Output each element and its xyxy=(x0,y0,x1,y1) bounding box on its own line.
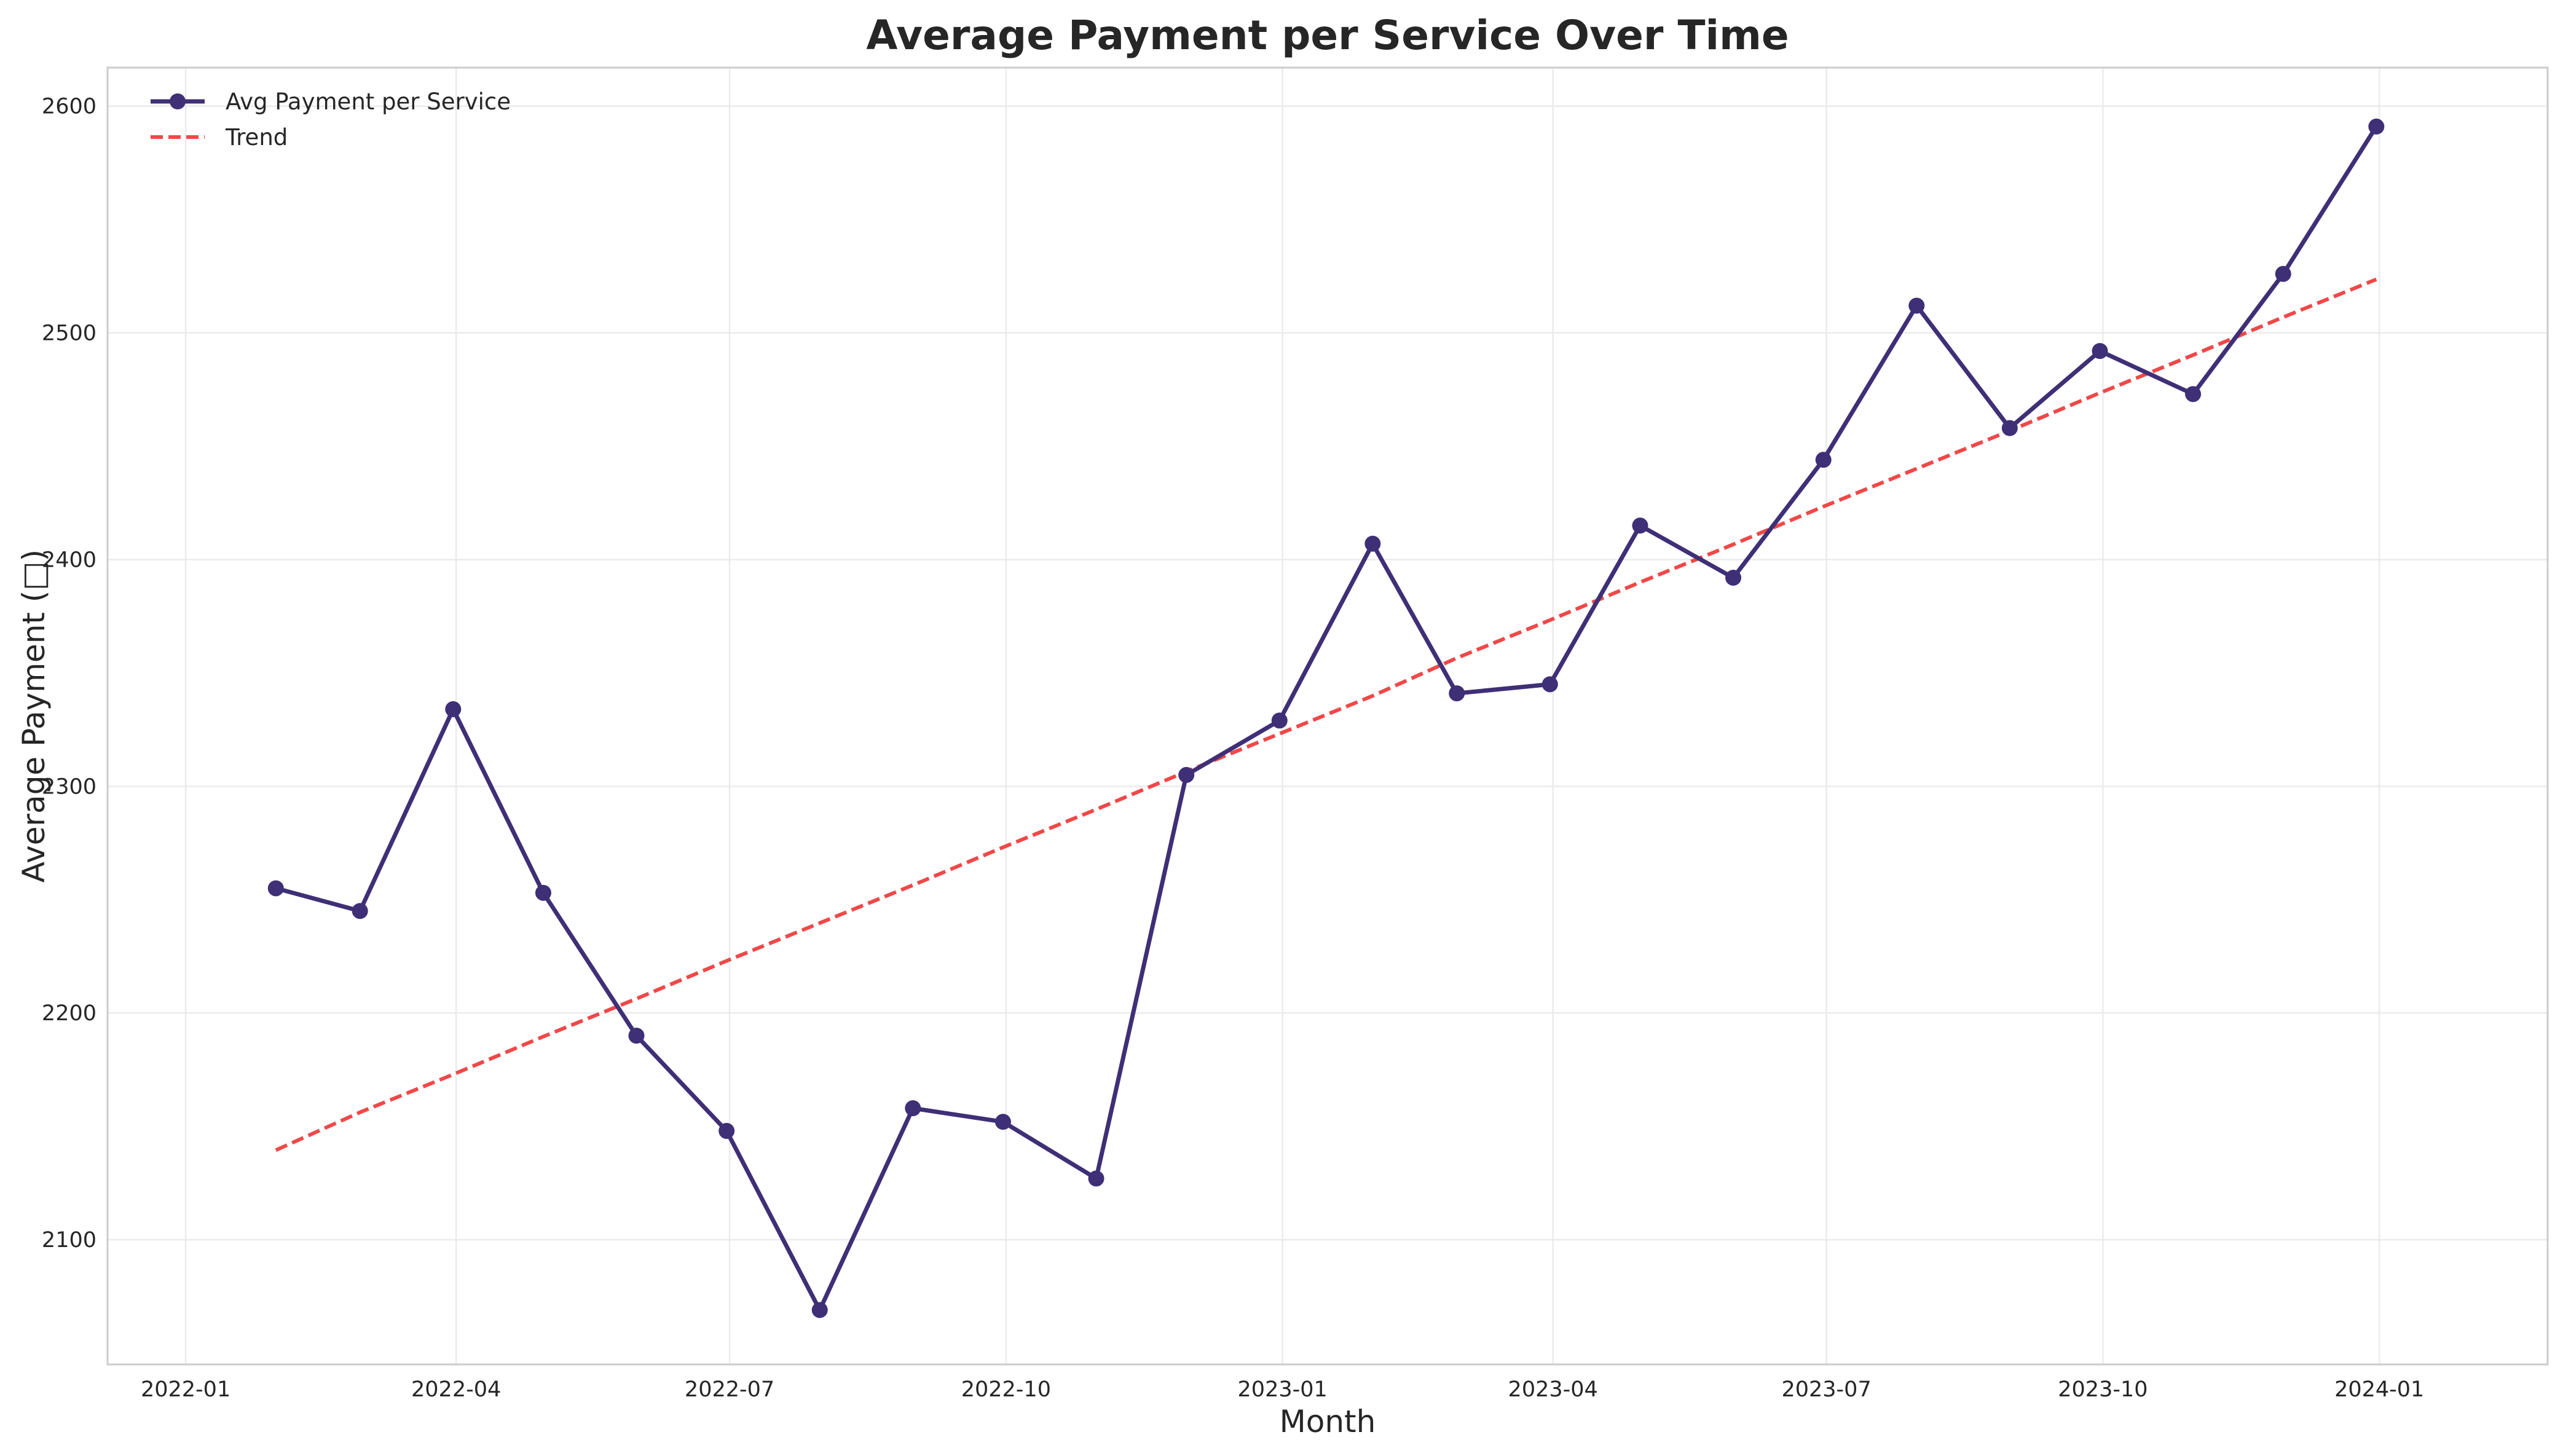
grid xyxy=(108,68,2548,1364)
data-point xyxy=(994,1114,1011,1130)
series xyxy=(267,118,2385,1318)
y-tick-label: 2300 xyxy=(42,774,96,799)
y-tick-label: 2100 xyxy=(42,1228,96,1253)
data-point xyxy=(1725,569,1742,586)
y-tick-label: 2500 xyxy=(42,321,96,346)
x-tick-label: 2022-07 xyxy=(685,1377,774,1402)
x-tick-labels: 2022-01 2022-04 2022-07 2022-10 2023-01 2023-… xyxy=(141,1377,2424,1402)
data-point xyxy=(2092,343,2108,360)
x-tick-label: 2022-04 xyxy=(411,1377,501,1402)
legend-marker-avg-payment xyxy=(170,93,186,109)
data-point xyxy=(1632,517,1648,534)
data-point xyxy=(1449,685,1465,702)
series-line-avg-payment-per-service xyxy=(275,125,2379,1312)
legend: Avg Payment per Service Trend xyxy=(151,89,511,151)
data-point xyxy=(1541,676,1558,693)
data-point xyxy=(445,701,462,717)
data-point xyxy=(1178,766,1195,783)
x-tick-label: 2024-01 xyxy=(2334,1377,2424,1402)
y-axis-label: Average Payment (□) xyxy=(16,549,52,883)
y-tick-labels: 2100 2200 2300 2400 2500 2600 xyxy=(42,95,96,1253)
x-tick-label: 2022-01 xyxy=(141,1377,230,1402)
data-point xyxy=(1815,452,1832,468)
x-tick-label: 2023-01 xyxy=(1238,1377,1328,1402)
x-tick-label: 2022-10 xyxy=(961,1377,1051,1402)
plot-area-frame xyxy=(106,66,2549,1366)
data-point xyxy=(719,1123,735,1139)
data-point xyxy=(267,880,284,897)
data-point xyxy=(535,884,551,901)
chart-title: Average Payment per Service Over Time xyxy=(866,12,1789,59)
data-point xyxy=(2185,386,2202,403)
x-tick-label: 2023-07 xyxy=(1781,1377,1871,1402)
y-tick-label: 2600 xyxy=(42,95,96,119)
y-tick-label: 2400 xyxy=(42,548,96,572)
x-tick-label: 2023-04 xyxy=(1508,1377,1598,1402)
data-point xyxy=(2001,420,2018,436)
data-point xyxy=(2368,118,2385,135)
data-point xyxy=(2275,266,2291,282)
y-tick-label: 2200 xyxy=(42,1001,96,1026)
data-point xyxy=(905,1100,921,1117)
series-line-trend xyxy=(275,277,2377,1152)
data-point xyxy=(1908,297,1925,314)
data-point xyxy=(1271,712,1288,729)
legend-label-avg-payment: Avg Payment per Service xyxy=(226,89,511,115)
data-point xyxy=(811,1302,828,1318)
data-point xyxy=(628,1028,645,1044)
data-point xyxy=(352,903,368,919)
x-tick-label: 2023-10 xyxy=(2058,1377,2148,1402)
data-point xyxy=(1088,1170,1104,1187)
x-axis-label: Month xyxy=(1280,1404,1376,1439)
legend-label-trend: Trend xyxy=(225,124,288,151)
data-point xyxy=(1364,535,1381,552)
